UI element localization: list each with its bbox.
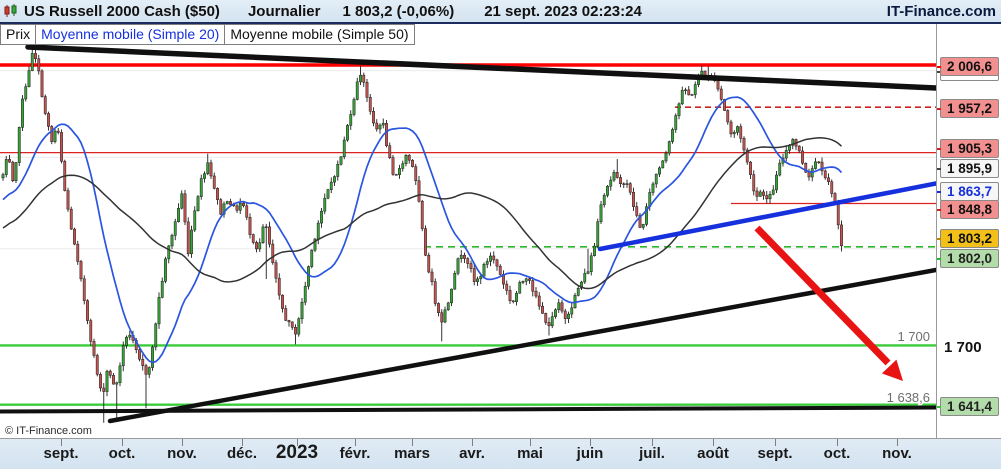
brand-logo-text: IT-Finance.com xyxy=(886,2,996,20)
legend-sma20[interactable]: Moyenne mobile (Simple 20) xyxy=(35,24,226,45)
axis-tick xyxy=(937,107,941,110)
month-tick xyxy=(713,439,714,446)
month-label-juil: juil. xyxy=(639,445,665,462)
candles-layer xyxy=(1,47,843,423)
sma50-line[interactable] xyxy=(2,137,842,290)
price-label-1863,7: 1 863,7 xyxy=(937,181,999,201)
axis-tick xyxy=(937,190,941,193)
month-label-mai: mai xyxy=(517,445,543,462)
month-label-sept: sept. xyxy=(43,445,79,462)
level-annotations: 1 700 1 638,6 xyxy=(885,328,931,407)
month-label-avr: avr. xyxy=(459,445,485,462)
month-label-juin: juin xyxy=(576,445,604,462)
month-label-sept: sept. xyxy=(757,445,793,462)
month-tick xyxy=(472,439,473,446)
month-tick xyxy=(775,439,776,446)
legend-sma50[interactable]: Moyenne mobile (Simple 50) xyxy=(224,24,415,45)
ascending-support[interactable] xyxy=(107,267,936,424)
month-label-déc: déc. xyxy=(226,445,258,462)
gridlines-layer xyxy=(0,70,936,346)
month-tick xyxy=(355,439,356,446)
month-tick xyxy=(652,439,653,446)
horizontal-support[interactable] xyxy=(0,405,936,414)
month-tick xyxy=(837,439,838,446)
month-tick xyxy=(412,439,413,446)
month-tick xyxy=(182,439,183,446)
axis-tick xyxy=(937,237,941,240)
price-label-1641,4: 1 641,4 xyxy=(937,396,999,416)
month-label-nov: nov. xyxy=(882,445,912,462)
price-label-1895,9: 1 895,9 xyxy=(937,158,999,178)
month-tick xyxy=(530,439,531,446)
trendlines-layer xyxy=(0,45,936,424)
price-label-1803,2: 1 803,2 xyxy=(937,228,999,248)
title-bar: US Russell 2000 Cash ($50) Journalier 1 … xyxy=(0,0,1001,22)
blue-ascending-trendline[interactable] xyxy=(597,181,936,252)
month-label-oct: oct. xyxy=(823,445,851,462)
price-label-1957,2: 1 957,2 xyxy=(937,98,999,118)
instrument-name: US Russell 2000 Cash ($50) xyxy=(24,2,220,20)
axis-tick xyxy=(937,257,941,260)
month-tick xyxy=(297,439,298,446)
timeframe-label: Journalier xyxy=(247,2,321,20)
axis-tick xyxy=(937,167,941,170)
time-axis: sept. oct. nov. déc. 2023 févr. mars avr. mai jui… xyxy=(0,439,1001,469)
month-tick xyxy=(590,439,591,446)
month-label-oct: oct. xyxy=(108,445,136,462)
month-label-nov: nov. xyxy=(167,445,197,462)
month-tick xyxy=(242,439,243,446)
candlestick-logo-icon xyxy=(3,3,19,19)
plot-bottom-border xyxy=(0,438,1001,439)
axis-tick-label-1700: 1 700 xyxy=(944,339,982,356)
month-tick xyxy=(122,439,123,446)
price-chart[interactable]: 1 700 1 638,6 xyxy=(0,45,936,438)
price-axis: 2 006,62 0051 957,21 905,31 895,91 863,7… xyxy=(936,24,1001,438)
title-separator xyxy=(0,22,1001,24)
annotation-1700: 1 700 xyxy=(897,329,930,344)
axis-tick xyxy=(937,70,941,73)
price-label-1848,8: 1 848,8 xyxy=(937,199,999,219)
axis-tick xyxy=(937,405,941,408)
month-tick xyxy=(897,439,898,446)
axis-tick xyxy=(937,147,941,150)
sma20-line[interactable] xyxy=(2,96,843,364)
axis-tick xyxy=(937,208,941,211)
month-label-mars: mars xyxy=(394,445,430,462)
descending-resistance[interactable] xyxy=(25,45,936,91)
legend-price[interactable]: Prix xyxy=(0,24,37,45)
annotation-1638,6: 1 638,6 xyxy=(887,390,930,405)
indicator-legend: Prix Moyenne mobile (Simple 20) Moyenne … xyxy=(0,24,415,45)
month-label-févr: févr. xyxy=(339,445,371,462)
copyright-watermark: © IT-Finance.com xyxy=(2,425,95,437)
last-price-and-change: 1 803,2 (-0,06%) xyxy=(342,2,455,20)
price-label-1802,0: 1 802,0 xyxy=(937,248,999,268)
price-label-1905,3: 1 905,3 xyxy=(937,138,999,158)
red-down-arrow xyxy=(754,225,903,381)
month-label-2023: 2023 xyxy=(275,442,319,463)
quote-datetime: 21 sept. 2023 02:23:24 xyxy=(484,2,642,20)
price-label-2006,6: 2 006,6 xyxy=(937,56,999,76)
month-label-août: août xyxy=(697,445,729,462)
axis-tick xyxy=(937,65,941,68)
month-tick xyxy=(61,439,62,446)
